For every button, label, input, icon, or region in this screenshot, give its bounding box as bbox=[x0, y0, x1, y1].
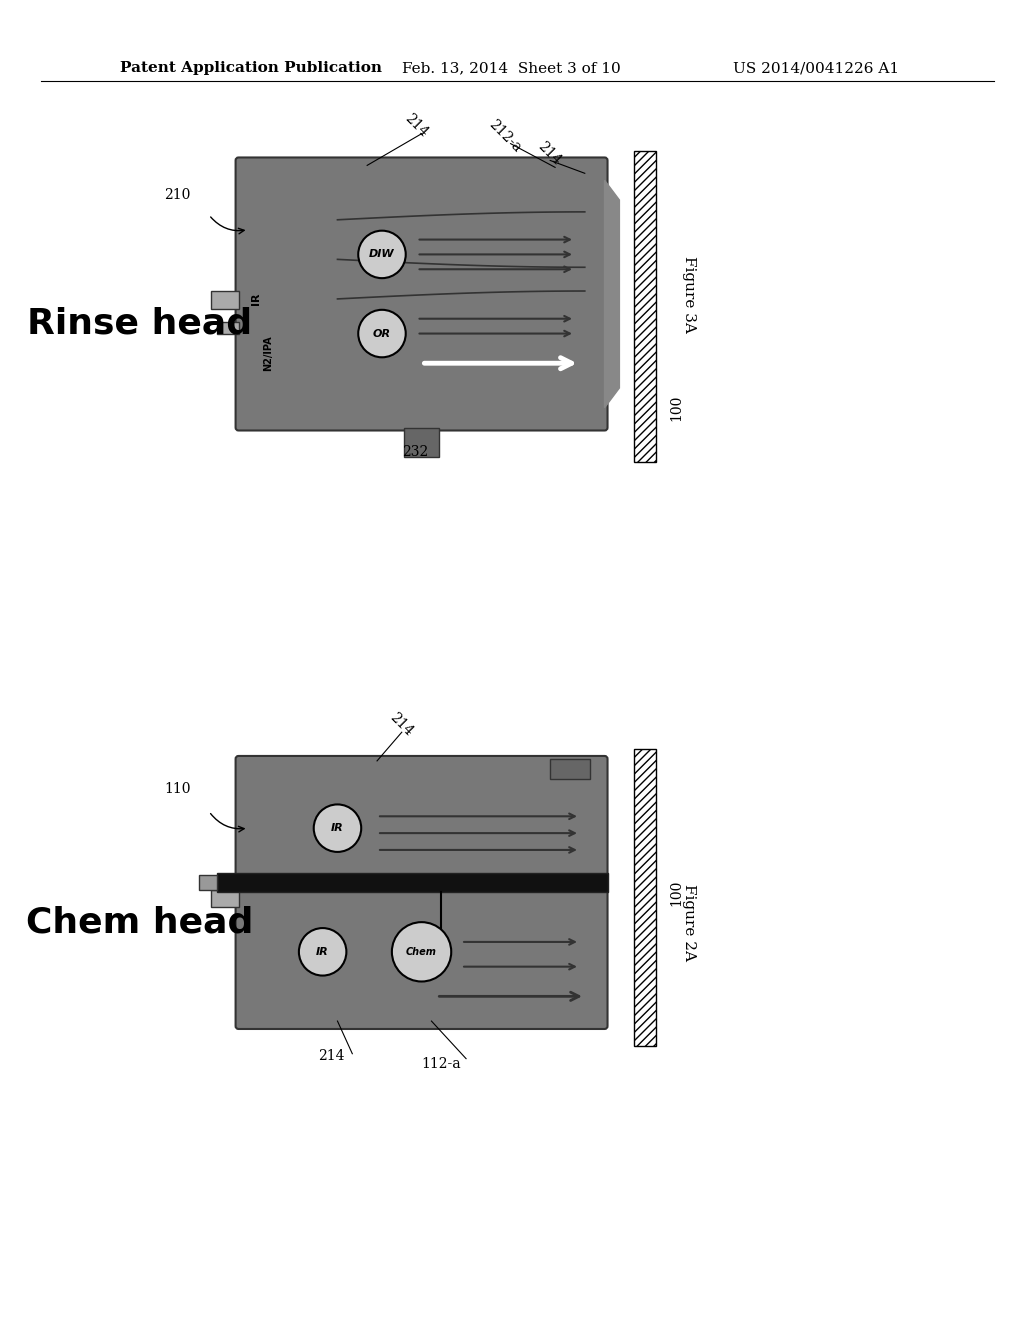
Text: 214: 214 bbox=[317, 1048, 344, 1063]
FancyBboxPatch shape bbox=[236, 157, 607, 430]
Text: US 2014/0041226 A1: US 2014/0041226 A1 bbox=[733, 62, 899, 75]
Text: 110: 110 bbox=[165, 781, 190, 796]
Bar bbox=[199, 875, 217, 891]
Text: N2/IPA: N2/IPA bbox=[263, 335, 273, 371]
Text: 112-a: 112-a bbox=[422, 1056, 461, 1071]
Circle shape bbox=[392, 923, 452, 982]
Text: Chem head: Chem head bbox=[26, 906, 253, 939]
Text: 100: 100 bbox=[669, 879, 683, 906]
Text: DIW: DIW bbox=[370, 249, 395, 260]
Bar bbox=[217, 873, 607, 892]
Circle shape bbox=[358, 231, 406, 279]
Circle shape bbox=[358, 310, 406, 358]
Text: 232: 232 bbox=[401, 445, 428, 459]
Text: IR: IR bbox=[316, 946, 329, 957]
Text: 210: 210 bbox=[165, 187, 190, 202]
Text: Feb. 13, 2014  Sheet 3 of 10: Feb. 13, 2014 Sheet 3 of 10 bbox=[401, 62, 621, 75]
Text: Figure 3A: Figure 3A bbox=[682, 256, 695, 333]
Text: Patent Application Publication: Patent Application Publication bbox=[120, 62, 382, 75]
Bar bbox=[211, 890, 239, 907]
Text: 214: 214 bbox=[536, 139, 564, 168]
Text: Figure 2A: Figure 2A bbox=[682, 883, 695, 961]
Polygon shape bbox=[604, 181, 620, 408]
Bar bbox=[634, 150, 656, 462]
Text: 214: 214 bbox=[387, 710, 416, 739]
Bar bbox=[634, 748, 656, 1045]
Text: 100: 100 bbox=[669, 395, 683, 421]
Text: Rinse head: Rinse head bbox=[27, 306, 252, 341]
Bar bbox=[211, 290, 239, 309]
Text: IR: IR bbox=[251, 293, 261, 305]
Text: Chem: Chem bbox=[407, 946, 437, 957]
Text: 212-a: 212-a bbox=[485, 116, 523, 154]
Text: IR: IR bbox=[331, 824, 344, 833]
Bar bbox=[217, 322, 239, 334]
Bar bbox=[403, 428, 439, 457]
Circle shape bbox=[299, 928, 346, 975]
Circle shape bbox=[313, 804, 361, 851]
Text: 214: 214 bbox=[401, 111, 430, 140]
Text: OR: OR bbox=[373, 329, 391, 338]
Bar bbox=[550, 759, 590, 779]
FancyBboxPatch shape bbox=[236, 756, 607, 1030]
